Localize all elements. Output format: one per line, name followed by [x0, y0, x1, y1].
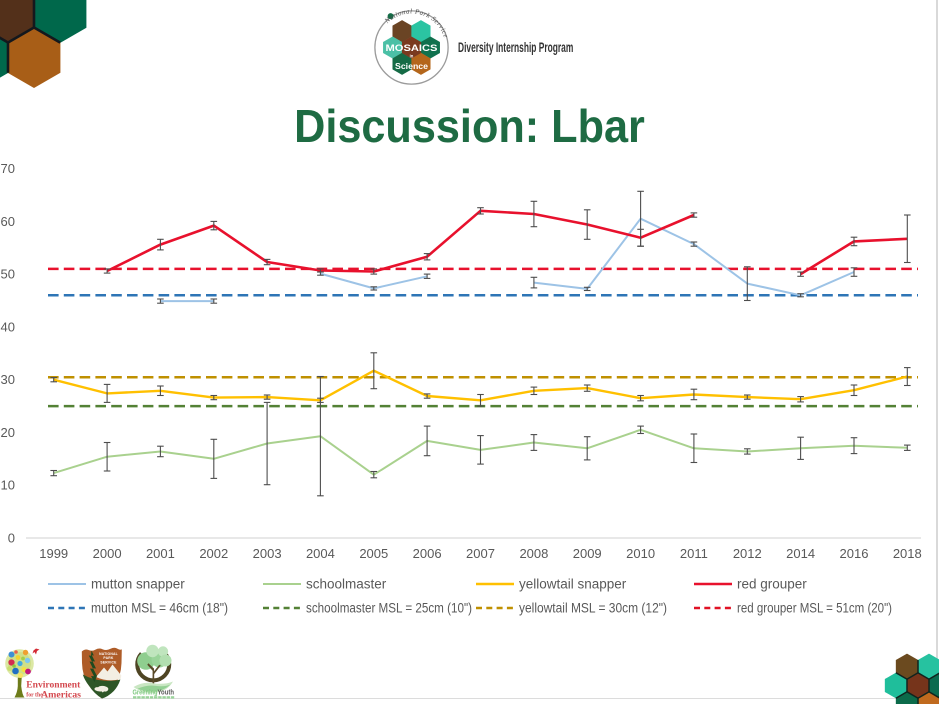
svg-text:50: 50: [1, 267, 15, 282]
svg-text:schoolmaster: schoolmaster: [306, 577, 387, 592]
svg-text:red grouper MSL = 51cm (20"): red grouper MSL = 51cm (20"): [737, 601, 892, 616]
svg-text:2006: 2006: [413, 546, 442, 561]
svg-text:2010: 2010: [626, 546, 655, 561]
svg-text:2012: 2012: [733, 546, 762, 561]
svg-text:Youth: Youth: [158, 688, 175, 697]
svg-text:mutton snapper: mutton snapper: [91, 577, 185, 592]
svg-text:2011: 2011: [680, 546, 708, 561]
svg-text:schoolmaster MSL = 25cm (10"): schoolmaster MSL = 25cm (10"): [306, 601, 472, 616]
svg-text:PARK: PARK: [103, 656, 114, 660]
svg-text:2016: 2016: [840, 546, 869, 561]
svg-text:yellowtail snapper: yellowtail snapper: [519, 577, 627, 592]
svg-text:2008: 2008: [519, 546, 548, 561]
svg-text:70: 70: [1, 161, 15, 176]
svg-text:2005: 2005: [359, 546, 388, 561]
svg-text:40: 40: [1, 319, 15, 334]
svg-text:NATIONAL: NATIONAL: [99, 652, 118, 656]
svg-text:red grouper: red grouper: [737, 577, 807, 592]
svg-text:Americas: Americas: [41, 690, 81, 700]
svg-text:Greening: Greening: [133, 688, 158, 697]
svg-text:Environment: Environment: [26, 680, 81, 691]
svg-text:10: 10: [1, 478, 15, 493]
svg-text:yellowtail MSL = 30cm (12"): yellowtail MSL = 30cm (12"): [519, 601, 667, 616]
svg-text:Science: Science: [395, 61, 428, 71]
svg-text:mutton MSL = 46cm (18"): mutton MSL = 46cm (18"): [91, 601, 228, 616]
svg-text:SERVICE: SERVICE: [100, 660, 117, 664]
svg-text:2018: 2018: [893, 546, 922, 561]
svg-text:for the: for the: [26, 693, 43, 699]
svg-text:2002: 2002: [199, 546, 228, 561]
svg-text:60: 60: [1, 214, 15, 229]
svg-text:2014: 2014: [786, 546, 815, 561]
svg-text:2004: 2004: [306, 546, 335, 561]
svg-text:in: in: [410, 54, 414, 59]
svg-text:2007: 2007: [466, 546, 495, 561]
svg-text:1999: 1999: [39, 546, 68, 561]
svg-text:2001: 2001: [146, 546, 175, 561]
svg-text:2000: 2000: [93, 546, 122, 561]
svg-text:2003: 2003: [253, 546, 282, 561]
svg-text:30: 30: [1, 372, 15, 387]
svg-text:MOSAICS: MOSAICS: [386, 43, 439, 54]
svg-text:2009: 2009: [573, 546, 602, 561]
svg-text:0: 0: [8, 531, 15, 546]
svg-text:20: 20: [1, 425, 15, 440]
